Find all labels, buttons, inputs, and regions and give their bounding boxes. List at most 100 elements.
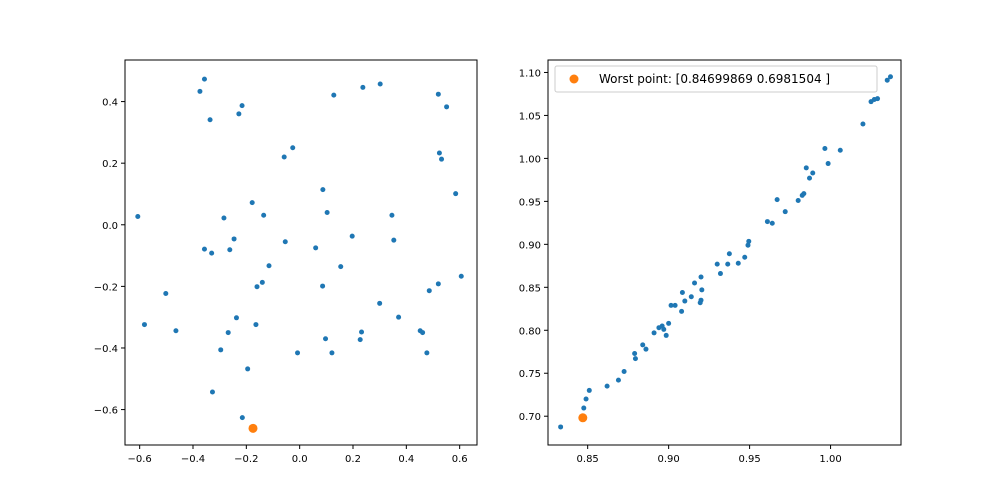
- data-point: [699, 287, 705, 293]
- data-point: [424, 350, 430, 356]
- data-point: [377, 300, 383, 306]
- data-point: [324, 209, 330, 215]
- data-point: [320, 283, 326, 289]
- data-point: [679, 308, 685, 314]
- y-tick-label: 0.0: [102, 221, 118, 232]
- data-point: [668, 302, 674, 308]
- data-point: [141, 322, 147, 328]
- x-tick-label: −0.6: [128, 454, 152, 465]
- data-point: [769, 220, 775, 226]
- y-tick-label: 0.85: [519, 283, 541, 294]
- data-point: [377, 81, 383, 87]
- data-point: [290, 145, 296, 151]
- data-point: [875, 96, 881, 102]
- x-tick-label: 0.85: [577, 454, 599, 465]
- data-point: [420, 330, 426, 336]
- y-tick-label: 0.2: [102, 159, 118, 170]
- data-point: [884, 77, 890, 83]
- data-point: [259, 279, 265, 285]
- worst-point: [248, 423, 258, 433]
- data-point: [632, 350, 638, 356]
- data-point: [742, 254, 748, 260]
- data-point: [807, 175, 813, 181]
- data-point: [225, 330, 231, 336]
- data-point: [396, 314, 402, 320]
- data-point: [197, 88, 203, 94]
- data-point: [233, 315, 239, 321]
- data-point: [323, 336, 329, 342]
- legend: Worst point: [0.84699869 0.6981504 ]: [554, 65, 878, 93]
- data-point: [331, 92, 337, 98]
- data-point: [227, 247, 233, 253]
- x-tick-label: −0.2: [234, 454, 258, 465]
- data-point: [439, 156, 445, 162]
- data-point: [621, 369, 627, 375]
- y-tick-label: −0.4: [94, 344, 118, 355]
- data-point: [782, 209, 788, 215]
- data-point: [435, 281, 441, 287]
- data-point: [698, 297, 704, 303]
- data-point: [640, 342, 646, 348]
- data-point: [692, 280, 698, 286]
- data-point: [672, 302, 678, 308]
- data-point: [651, 330, 657, 336]
- data-point: [218, 347, 224, 353]
- y-tick-label: 1.00: [519, 154, 541, 165]
- data-point: [261, 212, 267, 218]
- data-point: [745, 242, 751, 248]
- data-point: [209, 250, 215, 256]
- data-point: [281, 154, 287, 160]
- axes-frame: [547, 59, 902, 446]
- data-point: [887, 74, 893, 80]
- data-point: [581, 405, 587, 411]
- data-point: [239, 103, 245, 109]
- x-tick-label: 0.2: [345, 454, 361, 465]
- data-point: [254, 284, 260, 290]
- data-point: [679, 289, 685, 295]
- y-tick-label: 1.05: [519, 111, 541, 122]
- data-point: [359, 329, 365, 335]
- data-point: [764, 219, 770, 225]
- x-tick-label: 0.6: [452, 454, 468, 465]
- data-point: [586, 387, 592, 393]
- data-point: [253, 322, 259, 328]
- x-tick-label: 0.4: [398, 454, 414, 465]
- y-tick-label: −0.6: [94, 406, 118, 417]
- data-point: [444, 104, 450, 110]
- data-point: [231, 236, 237, 242]
- data-point: [810, 170, 816, 176]
- data-point: [632, 356, 638, 362]
- data-point: [604, 383, 610, 389]
- y-tick-label: 0.75: [519, 369, 541, 380]
- axes-frame: [124, 59, 478, 446]
- data-point: [714, 261, 720, 267]
- data-point: [717, 271, 723, 277]
- data-point: [558, 424, 564, 430]
- data-point: [338, 264, 344, 270]
- y-tick-label: 0.90: [519, 240, 541, 251]
- data-point: [209, 389, 215, 395]
- data-point: [245, 366, 251, 372]
- legend-label-worst-point: Worst point: [0.84699869 0.6981504 ]: [599, 72, 830, 86]
- data-point: [795, 198, 801, 204]
- data-point: [825, 161, 831, 167]
- data-point: [643, 346, 649, 352]
- data-point: [207, 117, 213, 123]
- data-point: [201, 246, 207, 252]
- data-point: [135, 213, 141, 219]
- data-point: [173, 328, 179, 334]
- data-point: [682, 298, 688, 304]
- data-point: [357, 337, 363, 343]
- data-point: [666, 320, 672, 326]
- data-point: [221, 215, 227, 221]
- data-point: [735, 260, 741, 266]
- y-tick-label: 1.10: [519, 68, 541, 79]
- data-point: [663, 332, 669, 338]
- data-point: [239, 415, 245, 421]
- data-point: [426, 288, 432, 294]
- worst-point: [578, 413, 588, 423]
- data-point: [282, 239, 288, 245]
- data-point: [453, 191, 459, 197]
- data-point: [295, 350, 301, 356]
